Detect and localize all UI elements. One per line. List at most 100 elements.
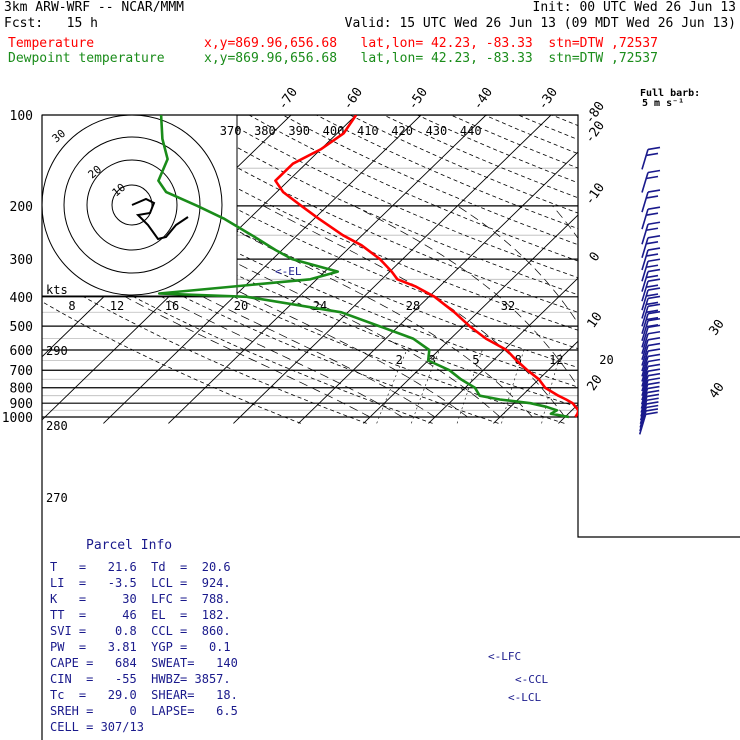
wind-barb-flag: [647, 368, 661, 372]
theta-label: 380: [254, 124, 276, 138]
mixing-ratio-line: [456, 349, 483, 424]
wind-barb-flag: [647, 358, 661, 363]
wind-barb-flag: [645, 309, 659, 314]
wind-barb: [640, 385, 660, 409]
wind-barb: [641, 342, 661, 366]
wind-barb: [641, 221, 661, 245]
mixing-ratio-line: [501, 349, 525, 424]
mixing-ratio-line: [411, 349, 440, 424]
parcel-info-row: PW = 3.81 YGP = 0.1: [50, 640, 231, 654]
isotherm-label: -50: [405, 85, 431, 113]
wind-barb-staff: [641, 289, 649, 311]
plot-frame: [42, 114, 740, 538]
wind-barb: [641, 146, 661, 170]
wind-barb: [641, 363, 661, 387]
hodograph-units-label: kts: [46, 283, 68, 297]
wind-barb-flag: [647, 342, 661, 347]
parcel-info-row: Tc = 29.0 SHEAR= 18.: [50, 688, 238, 702]
wind-barb-staff: [641, 280, 649, 302]
isotherm-label: -70: [275, 85, 301, 113]
wind-barb: [641, 330, 661, 354]
wind-barb-flag: [647, 278, 661, 282]
wind-barb-flag: [645, 240, 659, 245]
speed-scale-label: 32: [501, 299, 515, 313]
isotherm-line: [623, 115, 740, 424]
wind-barb-flag: [645, 253, 659, 257]
wind-barb-flag: [646, 393, 660, 398]
wind-barb-flag: [645, 152, 659, 157]
wind-barb-staff: [641, 320, 649, 341]
moist-adiabat: [190, 205, 533, 418]
wind-barb-flag: [647, 287, 661, 291]
wind-barb-staff: [641, 261, 649, 282]
wind-barb: [641, 278, 661, 302]
dry-adiabat: [316, 115, 740, 424]
wind-barb: [641, 206, 661, 230]
wind-barb-flag: [647, 363, 661, 368]
wind-barb-staff: [641, 379, 649, 401]
wind-barb-flag: [647, 247, 661, 251]
wind-barb: [641, 268, 661, 292]
pressure-tick-label: 200: [10, 200, 33, 215]
mixing-ratio-label: 2: [396, 353, 403, 367]
wind-barb-staff: [641, 172, 649, 193]
wind-barb-staff: [641, 361, 649, 382]
pressure-tick-label: 400: [10, 291, 33, 306]
wind-barb-flag: [647, 295, 661, 300]
wind-barb-flag: [647, 169, 661, 174]
isotherm-label: -40: [470, 85, 496, 113]
dewpoint-legend-label: Dewpoint temperature: [8, 51, 165, 66]
wind-barb-staff: [641, 224, 649, 245]
wind-barb-staff: [641, 237, 649, 259]
temperature-legend-info: x,y=869.96,656.68 lat,lon= 42.23, -83.33…: [204, 36, 658, 51]
wind-barb-staff: [639, 400, 648, 421]
wind-barb-flag: [647, 317, 661, 322]
wind-barb-staff: [640, 396, 648, 417]
mixing-ratio-line: [376, 349, 408, 424]
wind-barb-flag: [645, 293, 659, 297]
dry-adiabat: [42, 115, 499, 424]
wind-barb: [641, 336, 661, 361]
wind-barb-staff: [641, 191, 649, 213]
wind-barb-flag: [647, 330, 661, 335]
parcel-info-row: TT = 46 EL = 182.: [50, 608, 231, 622]
wind-barb: [641, 324, 661, 348]
isotherm-label: -10: [582, 180, 608, 208]
dry-adiabat: [349, 115, 740, 424]
mixing-ratio-label: 5: [472, 353, 479, 367]
wind-barb-flag: [645, 175, 659, 180]
ccl-marker: <-CCL: [515, 673, 548, 686]
theta-label: 370: [220, 124, 242, 138]
pressure-tick-label: 800: [10, 382, 33, 397]
wind-barb-flag: [645, 323, 659, 328]
dry-adiabat: [181, 115, 740, 424]
wind-legend-units: 5 m s⁻¹: [642, 98, 684, 109]
wind-barb-staff: [641, 350, 649, 372]
parcel-info-row: CELL = 307/13: [50, 720, 144, 734]
dry-adiabat: [518, 115, 740, 424]
wind-barb: [638, 411, 658, 435]
isotherm-label: 10: [584, 310, 605, 331]
dry-adiabat: [282, 115, 740, 424]
wind-barb: [641, 348, 661, 372]
pressure-tick-label: 1000: [2, 411, 33, 426]
temperature-legend-label: Temperature: [8, 36, 95, 51]
wind-barb-flag: [645, 408, 659, 412]
wind-barb-flag: [645, 316, 659, 321]
wind-barbs: [638, 146, 661, 435]
wind-barb-staff: [641, 271, 649, 292]
dry-adiabat: [114, 115, 740, 424]
wind-barb-flag: [646, 404, 659, 409]
wind-barb: [641, 234, 661, 259]
isotherm-line: [688, 115, 740, 424]
forecast-hour: Fcst: 15 h: [4, 16, 98, 31]
parcel-info-row: CAPE = 684 SWEAT= 140: [50, 656, 238, 670]
wind-barb-flag: [645, 274, 659, 279]
parcel-info-row: T = 21.6 Td = 20.6: [50, 560, 231, 574]
wind-barb: [641, 358, 661, 382]
dry-adiabat: [42, 115, 367, 424]
wind-barb-flag: [645, 301, 659, 306]
theta-label: 400: [323, 124, 345, 138]
wind-barb: [641, 295, 661, 319]
wind-barb-flag: [647, 206, 661, 210]
